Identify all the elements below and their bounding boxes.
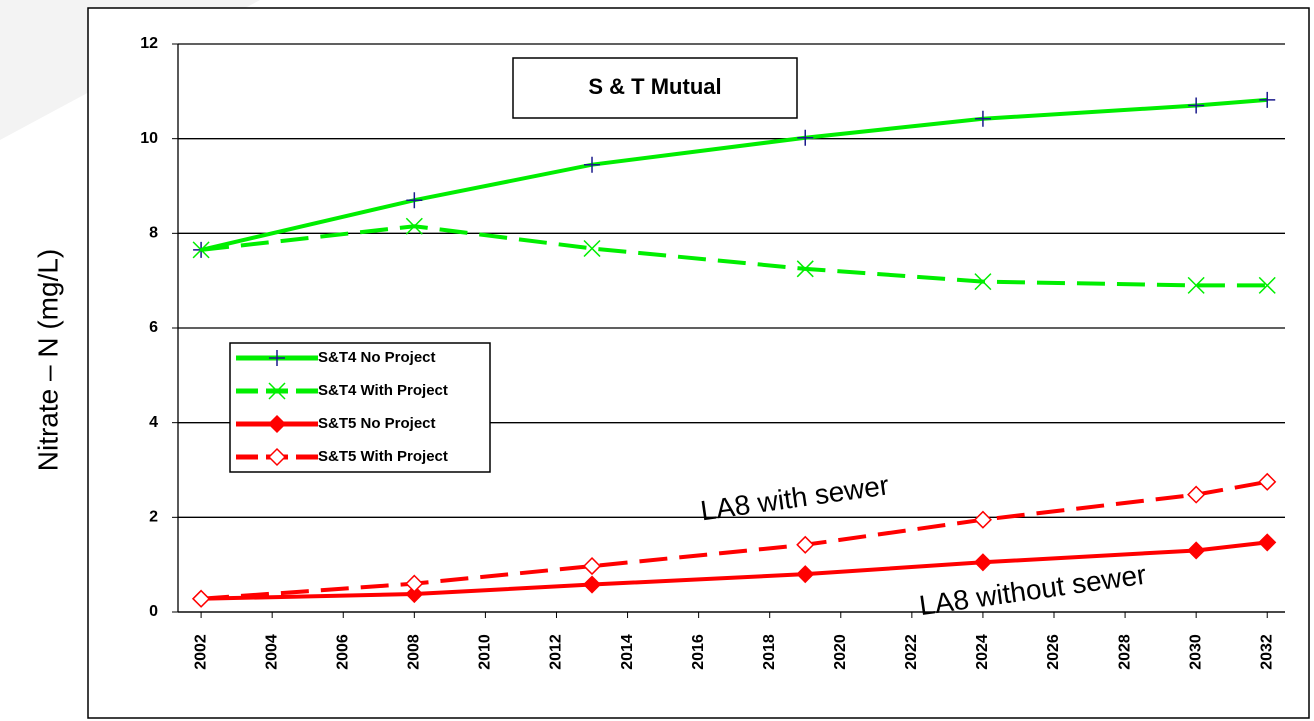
y-tick-label: 2 (149, 509, 158, 526)
y-tick-label: 8 (149, 225, 158, 242)
marker (192, 241, 210, 259)
marker (1258, 472, 1277, 491)
chart-title: S & T Mutual (588, 74, 721, 99)
marker (405, 584, 424, 604)
y-tick-label: 6 (149, 319, 158, 336)
marker (405, 574, 424, 593)
marker (796, 260, 814, 278)
y-tick-label: 10 (140, 130, 158, 147)
marker (796, 565, 815, 584)
y-axis-label: Nitrate – N (mg/L) (32, 249, 63, 472)
legend-marker (267, 414, 287, 434)
x-tick-label: 2028 (1116, 634, 1133, 670)
legend-marker (269, 350, 285, 366)
marker (973, 553, 992, 572)
x-tick-label: 2026 (1045, 634, 1062, 670)
x-tick-label: 2016 (690, 634, 707, 670)
legend-label: S&T5 No Project (318, 415, 436, 432)
marker (1259, 91, 1276, 108)
x-tick-label: 2002 (192, 634, 209, 670)
marker (405, 217, 423, 235)
x-tick-label: 2032 (1258, 634, 1275, 670)
marker (406, 192, 423, 209)
marker (974, 273, 992, 291)
legend-label: S&T5 With Project (318, 448, 448, 465)
marker (192, 589, 211, 608)
x-tick-label: 2010 (477, 634, 494, 670)
marker (584, 156, 601, 173)
marker (1187, 276, 1205, 294)
y-tick-label: 12 (140, 35, 158, 52)
marker (796, 535, 815, 554)
legend-label: S&T4 No Project (318, 349, 436, 366)
x-tick-label: 2022 (903, 634, 920, 670)
x-tick-label: 2006 (334, 634, 351, 670)
marker (974, 110, 991, 127)
x-tick-label: 2018 (761, 634, 778, 670)
marker (582, 557, 602, 576)
x-tick-label: 2020 (832, 634, 849, 670)
marker (1188, 97, 1205, 114)
x-tick-label: 2014 (619, 634, 636, 670)
marker (1258, 533, 1277, 552)
y-tick-label: 0 (149, 603, 158, 620)
marker (797, 129, 814, 146)
legend-marker (268, 382, 286, 400)
x-tick-label: 2008 (406, 634, 423, 670)
marker (1258, 276, 1276, 294)
x-tick-label: 2004 (263, 634, 280, 670)
legend-marker (267, 447, 287, 467)
marker (1187, 485, 1206, 504)
legend-label: S&T4 With Project (318, 382, 448, 399)
marker (583, 239, 601, 258)
y-tick-label: 4 (149, 414, 158, 431)
title-box (512, 57, 798, 119)
marker (582, 575, 602, 594)
legend-box (229, 342, 491, 473)
marker (1187, 541, 1206, 560)
marker (973, 510, 992, 529)
x-tick-label: 2030 (1187, 634, 1204, 670)
x-tick-label: 2024 (974, 634, 991, 670)
x-tick-label: 2012 (548, 634, 565, 670)
